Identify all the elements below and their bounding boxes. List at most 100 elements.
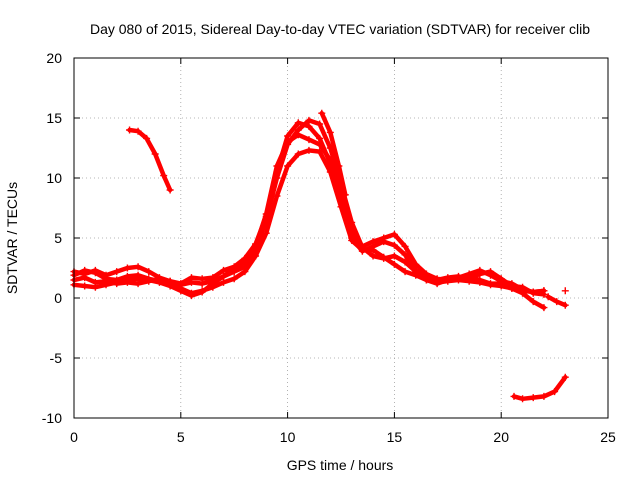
data-point-marker (529, 288, 537, 296)
data-point-marker (305, 116, 313, 124)
data-point-marker (316, 140, 324, 148)
data-point-marker (412, 268, 420, 276)
data-point-marker (540, 304, 548, 312)
data-point-marker (126, 126, 134, 134)
y-tick-label: 10 (46, 170, 62, 186)
data-point-marker (230, 275, 238, 283)
data-point-marker (412, 260, 420, 268)
x-tick-label: 10 (280, 429, 296, 445)
data-point-marker (145, 275, 153, 283)
data-point-marker (241, 258, 249, 266)
series-track-7 (510, 373, 569, 403)
data-point-marker (487, 271, 495, 279)
data-point-marker (401, 258, 409, 266)
data-point-marker (294, 150, 302, 158)
data-point-marker (177, 281, 185, 289)
data-point-marker (305, 146, 313, 154)
data-point-marker (358, 242, 366, 250)
data-point-marker (510, 392, 518, 400)
data-point-marker (160, 172, 168, 180)
data-point-marker (155, 277, 163, 285)
y-tick-label: 5 (54, 230, 62, 246)
data-point-marker (316, 120, 324, 128)
data-point-marker (166, 186, 174, 194)
data-point-marker (187, 292, 195, 300)
data-point-marker (134, 271, 142, 279)
data-point-marker (529, 298, 537, 306)
data-point-marker (422, 270, 430, 278)
data-point-marker (390, 260, 398, 268)
data-point-marker (326, 128, 334, 136)
x-tick-label: 15 (387, 429, 403, 445)
data-point-marker (305, 136, 313, 144)
data-point-marker (273, 162, 281, 170)
data-point-marker (198, 288, 206, 296)
y-tick-label: 15 (46, 110, 62, 126)
y-tick-label: 0 (54, 290, 62, 306)
data-point-marker (262, 210, 270, 218)
series-track-9 (561, 287, 569, 295)
axis-ticks: 0 5 10 15 20 25 -10 -5 0 5 10 15 20 (42, 50, 616, 445)
data-point-marker (123, 272, 131, 280)
data-point-marker (561, 373, 569, 381)
data-point-marker (220, 278, 228, 286)
data-point-marker (145, 268, 153, 276)
data-point-marker (166, 278, 174, 286)
data-point-marker (540, 392, 548, 400)
data-point-marker (113, 276, 121, 284)
data-point-marker (113, 268, 121, 276)
data-point-marker (422, 276, 430, 284)
series-track-2 (70, 146, 548, 312)
data-points (70, 109, 569, 403)
data-point-marker (220, 272, 228, 280)
chart-title: Day 080 of 2015, Sidereal Day-to-day VTE… (90, 21, 590, 37)
data-point-marker (540, 287, 548, 295)
data-point-marker (369, 246, 377, 254)
data-point-marker (444, 276, 452, 284)
data-point-marker (390, 241, 398, 249)
data-point-marker (230, 264, 238, 272)
data-point-marker (187, 278, 195, 286)
data-point-marker (81, 266, 89, 274)
data-point-marker (476, 276, 484, 284)
data-point-marker (294, 119, 302, 127)
data-point-marker (476, 266, 484, 274)
y-tick-label: -10 (42, 410, 62, 426)
data-point-marker (198, 280, 206, 288)
data-point-marker (305, 122, 313, 130)
data-point-marker (348, 236, 356, 244)
data-point-marker (401, 242, 409, 250)
data-point-marker (465, 270, 473, 278)
x-tick-label: 5 (177, 429, 185, 445)
data-point-marker (91, 283, 99, 291)
data-point-marker (401, 268, 409, 276)
x-axis-title: GPS time / hours (287, 457, 394, 473)
y-tick-label: 20 (46, 50, 62, 66)
data-point-marker (143, 134, 151, 142)
data-point-marker (252, 242, 260, 250)
data-point-marker (529, 394, 537, 402)
grid-lines (74, 58, 608, 418)
data-point-marker (294, 131, 302, 139)
data-point-marker (284, 138, 292, 146)
y-axis-title: SDTVAR / TECUs (4, 182, 20, 294)
data-point-marker (390, 230, 398, 238)
series-trace (511, 374, 568, 402)
series-track-6 (318, 109, 349, 199)
data-point-marker (561, 287, 569, 295)
data-point-marker (284, 132, 292, 140)
data-point-marker (369, 252, 377, 260)
data-point-marker (519, 286, 527, 294)
data-point-marker (369, 238, 377, 246)
data-point-marker (544, 293, 552, 301)
data-point-marker (553, 298, 561, 306)
data-point-marker (316, 134, 324, 142)
data-point-marker (326, 156, 334, 164)
data-point-marker (134, 127, 142, 135)
data-point-marker (318, 109, 326, 117)
data-point-marker (151, 150, 159, 158)
data-point-marker (561, 301, 569, 309)
data-point-marker (102, 281, 110, 289)
data-point-marker (348, 228, 356, 236)
